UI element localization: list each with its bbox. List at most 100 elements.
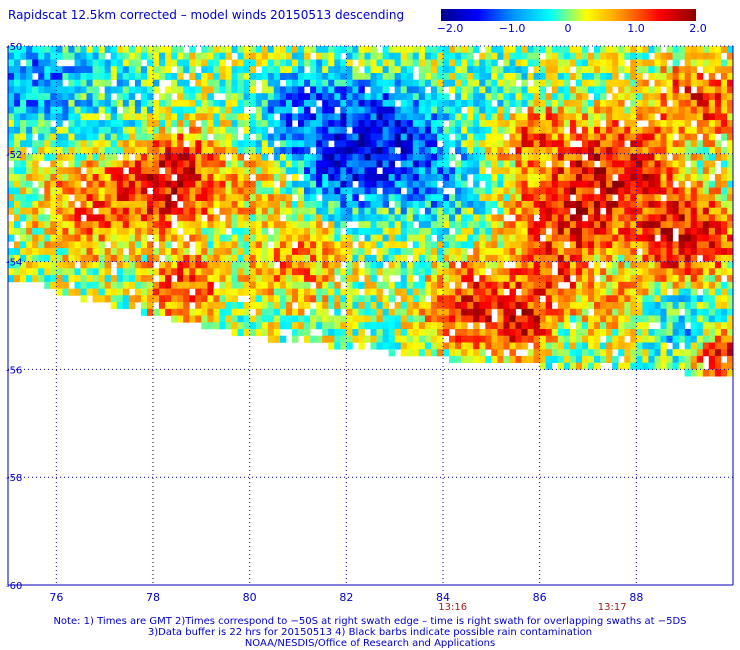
wind-diff-cell [128,254,136,262]
wind-diff-cell [328,281,335,289]
wind-diff-cell [527,248,534,256]
wind-diff-cell [727,52,734,60]
wind-diff-cell [636,174,643,182]
wind-diff-cell [86,221,93,229]
wind-diff-cell [624,120,631,128]
wind-diff-cell [370,73,377,81]
wind-diff-cell [376,174,383,182]
wind-diff-cell [267,315,275,323]
wind-diff-cell [418,214,426,222]
wind-diff-cell [255,59,263,67]
wind-diff-cell [273,214,281,222]
wind-diff-cell [334,120,341,128]
wind-diff-cell [690,355,698,363]
wind-diff-cell [437,329,444,337]
wind-diff-cell [32,187,39,195]
wind-diff-cell [449,275,456,283]
wind-diff-cell [92,241,99,249]
wind-diff-cell [195,241,202,249]
wind-diff-cell [382,342,389,350]
wind-diff-cell [539,140,547,148]
wind-diff-cell [231,302,238,310]
wind-diff-cell [279,147,287,155]
wind-diff-cell [600,355,607,363]
wind-diff-cell [62,194,69,202]
wind-diff-cell [678,322,685,330]
wind-diff-cell [588,120,595,128]
wind-diff-cell [467,288,474,296]
wind-diff-cell [569,335,577,343]
wind-diff-cell [340,329,347,337]
wind-diff-cell [255,254,263,262]
wind-diff-cell [430,187,438,195]
wind-diff-cell [491,248,498,256]
wind-diff-cell [298,214,305,222]
wind-diff-cell [122,120,130,128]
wind-diff-cell [328,221,335,229]
wind-diff-cell [491,241,498,249]
wind-diff-cell [273,201,281,209]
wind-diff-cell [358,99,365,107]
wind-diff-cell [261,308,269,316]
wind-diff-cell [479,275,486,283]
wind-diff-cell [86,248,93,256]
wind-diff-cell [219,295,226,303]
wind-diff-cell [636,275,643,283]
wind-diff-cell [678,52,685,60]
wind-diff-cell [316,201,323,209]
wind-diff-cell [406,140,414,148]
wind-diff-cell [648,302,655,310]
wind-diff-cell [678,221,685,229]
wind-diff-cell [636,342,643,350]
wind-diff-cell [473,140,480,148]
wind-diff-cell [376,79,383,87]
wind-diff-cell [690,268,698,276]
wind-diff-cell [545,214,553,222]
wind-diff-cell [38,268,45,276]
wind-diff-cell [437,120,444,128]
wind-diff-cell [370,288,377,296]
wind-diff-cell [243,73,250,81]
wind-diff-cell [708,46,716,54]
wind-diff-cell [509,120,516,128]
wind-diff-cell [575,349,583,357]
wind-diff-cell [461,214,468,222]
wind-diff-cell [328,73,335,81]
wind-diff-cell [98,254,105,262]
wind-diff-cell [690,160,698,168]
wind-diff-cell [533,93,540,101]
wind-diff-cell [304,302,311,310]
wind-diff-cell [497,214,504,222]
wind-diff-cell [515,59,522,67]
wind-diff-cell [406,73,414,81]
wind-diff-cell [376,99,383,107]
wind-diff-cell [358,248,365,256]
wind-diff-cell [382,281,389,289]
wind-diff-cell [443,153,450,161]
wind-diff-cell [80,86,87,94]
wind-diff-cell [285,99,293,107]
wind-diff-cell [316,207,323,215]
wind-diff-cell [195,214,202,222]
wind-diff-cell [515,187,522,195]
wind-diff-cell [612,308,619,316]
wind-diff-cell [50,214,57,222]
wind-diff-cell [279,160,287,168]
wind-diff-cell [727,120,734,128]
wind-diff-cell [44,46,51,54]
wind-diff-cell [352,126,359,134]
wind-diff-cell [388,126,395,134]
wind-diff-cell [551,160,559,168]
wind-diff-cell [479,355,486,363]
wind-diff-cell [533,308,540,316]
wind-diff-cell [116,79,124,87]
wind-diff-cell [334,46,341,54]
wind-diff-cell [533,234,540,242]
wind-diff-cell [201,201,208,209]
wind-diff-cell [588,281,595,289]
wind-diff-cell [527,302,534,310]
wind-diff-cell [400,147,408,155]
wind-diff-cell [606,349,613,357]
wind-diff-cell [418,275,426,283]
wind-diff-cell [122,187,130,195]
